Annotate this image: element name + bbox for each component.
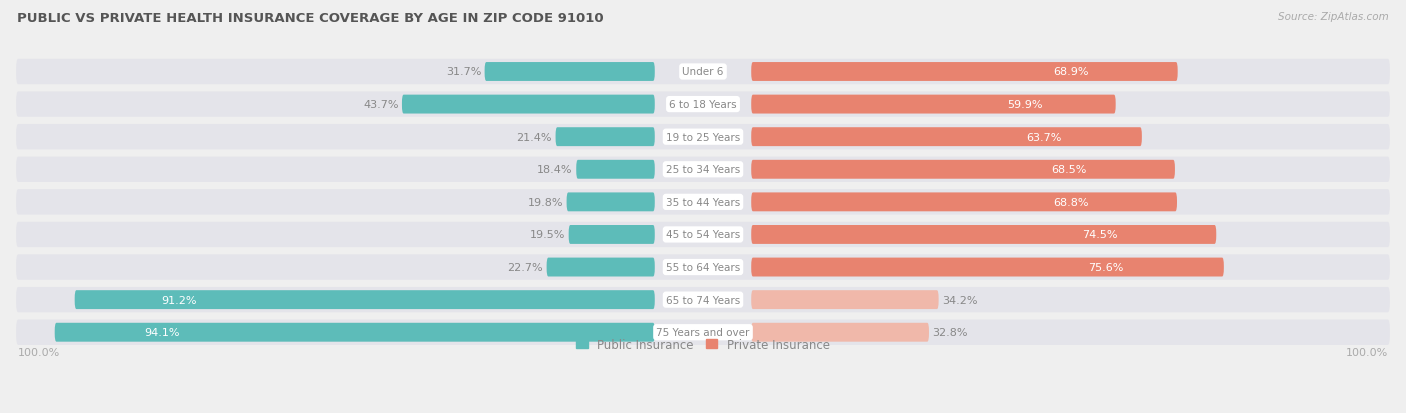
Text: 45 to 54 Years: 45 to 54 Years xyxy=(666,230,740,240)
Text: 75 Years and over: 75 Years and over xyxy=(657,328,749,337)
Text: 91.2%: 91.2% xyxy=(162,295,197,305)
Text: 94.1%: 94.1% xyxy=(145,328,180,337)
FancyBboxPatch shape xyxy=(751,95,1116,114)
Text: 68.8%: 68.8% xyxy=(1053,197,1088,207)
Text: 55 to 64 Years: 55 to 64 Years xyxy=(666,262,740,273)
FancyBboxPatch shape xyxy=(15,125,1391,150)
Text: 34.2%: 34.2% xyxy=(942,295,977,305)
Text: 6 to 18 Years: 6 to 18 Years xyxy=(669,100,737,110)
FancyBboxPatch shape xyxy=(751,258,1223,277)
FancyBboxPatch shape xyxy=(15,255,1391,280)
Text: 18.4%: 18.4% xyxy=(537,165,572,175)
Text: 74.5%: 74.5% xyxy=(1083,230,1118,240)
Text: 22.7%: 22.7% xyxy=(508,262,543,273)
Text: Under 6: Under 6 xyxy=(682,67,724,77)
FancyBboxPatch shape xyxy=(751,225,1216,244)
FancyBboxPatch shape xyxy=(567,193,655,212)
FancyBboxPatch shape xyxy=(15,222,1391,247)
FancyBboxPatch shape xyxy=(751,290,939,309)
FancyBboxPatch shape xyxy=(751,193,1177,212)
Text: 100.0%: 100.0% xyxy=(1347,348,1389,358)
Text: Source: ZipAtlas.com: Source: ZipAtlas.com xyxy=(1278,12,1389,22)
Text: 68.5%: 68.5% xyxy=(1052,165,1087,175)
FancyBboxPatch shape xyxy=(55,323,655,342)
Text: 25 to 34 Years: 25 to 34 Years xyxy=(666,165,740,175)
FancyBboxPatch shape xyxy=(15,157,1391,183)
Text: 31.7%: 31.7% xyxy=(446,67,481,77)
Text: 68.9%: 68.9% xyxy=(1053,67,1088,77)
Text: 100.0%: 100.0% xyxy=(17,348,59,358)
FancyBboxPatch shape xyxy=(75,290,655,309)
FancyBboxPatch shape xyxy=(15,92,1391,118)
Text: 65 to 74 Years: 65 to 74 Years xyxy=(666,295,740,305)
FancyBboxPatch shape xyxy=(485,63,655,82)
FancyBboxPatch shape xyxy=(15,287,1391,313)
Text: 32.8%: 32.8% xyxy=(932,328,967,337)
Text: 63.7%: 63.7% xyxy=(1026,132,1062,142)
FancyBboxPatch shape xyxy=(547,258,655,277)
Text: 19 to 25 Years: 19 to 25 Years xyxy=(666,132,740,142)
FancyBboxPatch shape xyxy=(15,320,1391,345)
FancyBboxPatch shape xyxy=(751,63,1178,82)
FancyBboxPatch shape xyxy=(402,95,655,114)
Text: 59.9%: 59.9% xyxy=(1007,100,1042,110)
FancyBboxPatch shape xyxy=(751,323,929,342)
FancyBboxPatch shape xyxy=(751,128,1142,147)
FancyBboxPatch shape xyxy=(751,160,1175,179)
FancyBboxPatch shape xyxy=(576,160,655,179)
Legend: Public Insurance, Private Insurance: Public Insurance, Private Insurance xyxy=(571,333,835,356)
FancyBboxPatch shape xyxy=(568,225,655,244)
Text: PUBLIC VS PRIVATE HEALTH INSURANCE COVERAGE BY AGE IN ZIP CODE 91010: PUBLIC VS PRIVATE HEALTH INSURANCE COVER… xyxy=(17,12,603,25)
FancyBboxPatch shape xyxy=(15,190,1391,215)
Text: 75.6%: 75.6% xyxy=(1088,262,1123,273)
Text: 19.8%: 19.8% xyxy=(527,197,564,207)
FancyBboxPatch shape xyxy=(555,128,655,147)
Text: 35 to 44 Years: 35 to 44 Years xyxy=(666,197,740,207)
FancyBboxPatch shape xyxy=(15,59,1391,85)
Text: 21.4%: 21.4% xyxy=(516,132,553,142)
Text: 19.5%: 19.5% xyxy=(530,230,565,240)
Text: 43.7%: 43.7% xyxy=(363,100,398,110)
